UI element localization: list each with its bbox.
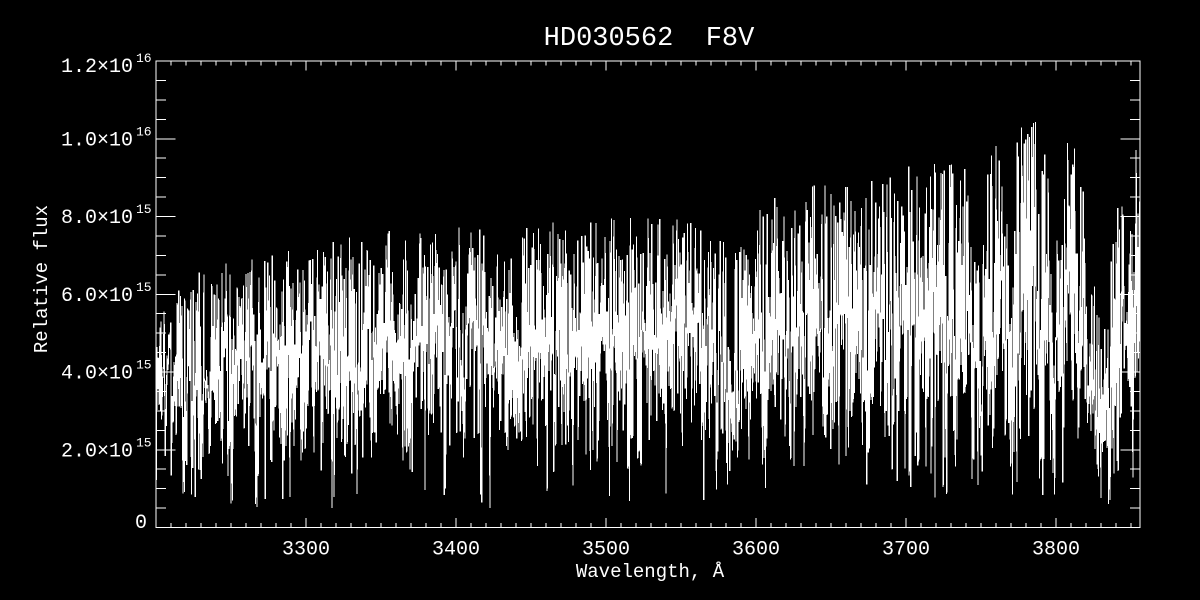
svg-text:15: 15	[136, 202, 152, 217]
svg-text:0: 0	[135, 512, 147, 535]
svg-text:3700: 3700	[882, 539, 930, 562]
svg-text:8.0×10: 8.0×10	[61, 207, 133, 230]
svg-text:3500: 3500	[582, 539, 630, 562]
svg-text:3300: 3300	[282, 539, 330, 562]
svg-text:16: 16	[136, 124, 152, 139]
svg-text:2.0×10: 2.0×10	[61, 440, 133, 463]
svg-text:6.0×10: 6.0×10	[61, 285, 133, 308]
svg-text:1.0×10: 1.0×10	[61, 129, 133, 152]
svg-text:15: 15	[136, 435, 152, 450]
svg-text:4.0×10: 4.0×10	[61, 363, 133, 386]
svg-text:3400: 3400	[432, 539, 480, 562]
svg-text:16: 16	[136, 51, 152, 66]
svg-text:15: 15	[136, 280, 152, 295]
svg-text:3600: 3600	[732, 539, 780, 562]
svg-text:HD030562 F8V: HD030562 F8V	[544, 24, 755, 54]
svg-text:Wavelength, Å: Wavelength, Å	[576, 561, 725, 583]
svg-text:3800: 3800	[1032, 539, 1080, 562]
svg-text:Relative flux: Relative flux	[31, 205, 53, 353]
svg-text:15: 15	[136, 358, 152, 373]
svg-text:1.2×10: 1.2×10	[61, 56, 133, 79]
